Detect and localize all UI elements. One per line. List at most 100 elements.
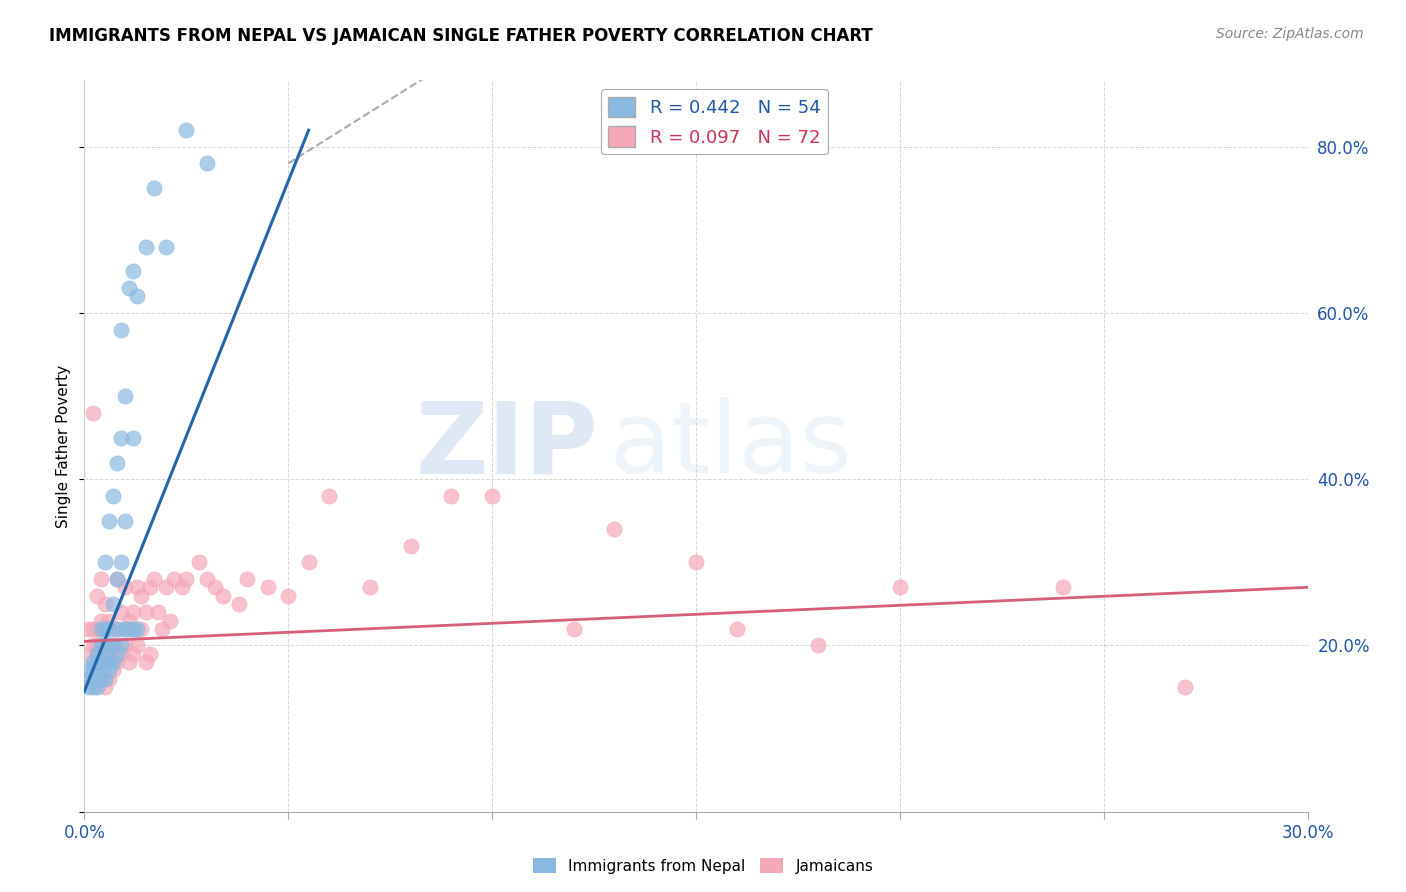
Point [105, 456, 128, 470]
Point [110, 431, 132, 445]
Point [118, 281, 141, 295]
Point [97, 647, 120, 661]
Point [118, 614, 141, 628]
Text: Source: ZipAtlas.com: Source: ZipAtlas.com [1216, 27, 1364, 41]
Point [440, 489, 463, 503]
Point [105, 655, 128, 669]
Point [114, 639, 136, 653]
Point [86, 639, 108, 653]
Point [155, 239, 177, 253]
Point [93, 622, 115, 636]
Point [93, 655, 115, 669]
Point [131, 589, 153, 603]
Point [77, 622, 100, 636]
Point [86, 655, 108, 669]
Point [82, 639, 104, 653]
Point [97, 514, 120, 528]
Point [122, 647, 145, 661]
Point [155, 580, 177, 594]
Point [77, 664, 100, 678]
Point [150, 622, 173, 636]
Point [257, 580, 280, 594]
Point [105, 622, 128, 636]
Point [101, 639, 124, 653]
Legend: R = 0.442   N = 54, R = 0.097   N = 72: R = 0.442 N = 54, R = 0.097 N = 72 [600, 89, 828, 154]
Point [97, 664, 120, 678]
Point [110, 605, 132, 619]
Point [204, 580, 226, 594]
Point [82, 406, 104, 420]
Point [122, 605, 145, 619]
Point [93, 555, 115, 569]
Point [101, 639, 124, 653]
Point [90, 572, 112, 586]
Point [93, 597, 115, 611]
Point [146, 605, 169, 619]
Point [93, 672, 115, 686]
Point [114, 580, 136, 594]
Point [105, 647, 128, 661]
Point [77, 672, 100, 686]
Point [86, 664, 108, 678]
Point [105, 572, 128, 586]
Point [93, 647, 115, 661]
Point [97, 655, 120, 669]
Point [93, 680, 115, 694]
Point [110, 555, 132, 569]
Point [101, 664, 124, 678]
Point [195, 572, 218, 586]
Point [97, 622, 120, 636]
Point [82, 664, 104, 678]
Legend: Immigrants from Nepal, Jamaicans: Immigrants from Nepal, Jamaicans [527, 852, 879, 880]
Point [114, 622, 136, 636]
Point [86, 680, 108, 694]
Point [122, 431, 145, 445]
Point [481, 489, 503, 503]
Point [97, 672, 120, 686]
Point [127, 580, 149, 594]
Point [101, 597, 124, 611]
Point [110, 639, 132, 653]
Point [122, 622, 145, 636]
Point [399, 539, 422, 553]
Point [131, 622, 153, 636]
Point [318, 489, 340, 503]
Point [228, 597, 250, 611]
Point [90, 655, 112, 669]
Text: ZIP: ZIP [415, 398, 598, 494]
Point [212, 589, 235, 603]
Point [277, 589, 299, 603]
Point [127, 289, 149, 303]
Point [135, 605, 157, 619]
Point [195, 156, 218, 170]
Point [77, 680, 100, 694]
Point [90, 664, 112, 678]
Point [93, 639, 115, 653]
Text: IMMIGRANTS FROM NEPAL VS JAMAICAN SINGLE FATHER POVERTY CORRELATION CHART: IMMIGRANTS FROM NEPAL VS JAMAICAN SINGLE… [49, 27, 873, 45]
Point [90, 639, 112, 653]
Point [118, 655, 141, 669]
Point [90, 614, 112, 628]
Point [174, 123, 197, 137]
Point [90, 622, 112, 636]
Point [562, 622, 585, 636]
Point [101, 655, 124, 669]
Point [603, 522, 626, 536]
Point [86, 655, 108, 669]
Point [105, 622, 128, 636]
Point [1052, 580, 1074, 594]
Point [114, 514, 136, 528]
Point [93, 639, 115, 653]
Point [298, 555, 321, 569]
Point [86, 622, 108, 636]
Point [90, 672, 112, 686]
Text: atlas: atlas [610, 398, 852, 494]
Point [138, 647, 160, 661]
Point [187, 555, 209, 569]
Point [105, 572, 128, 586]
Point [90, 639, 112, 653]
Point [82, 672, 104, 686]
Point [90, 655, 112, 669]
Point [685, 555, 707, 569]
Point [122, 264, 145, 278]
